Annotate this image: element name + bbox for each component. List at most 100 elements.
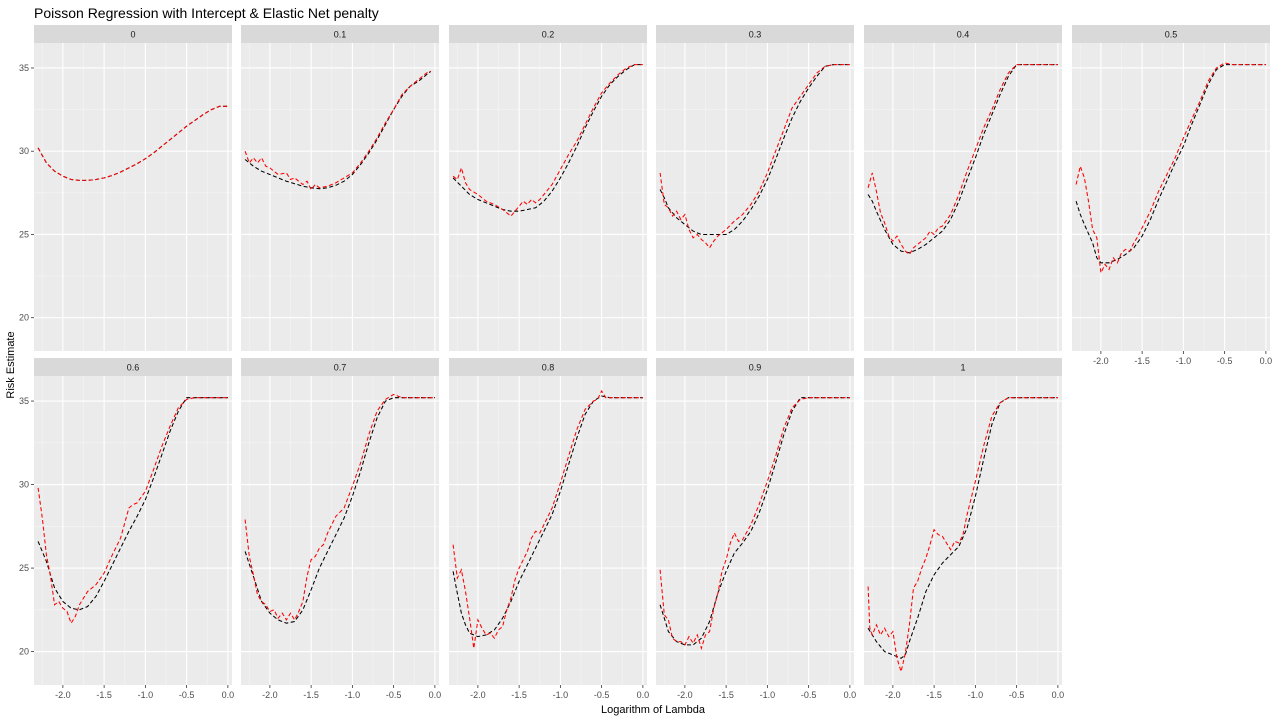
facet-strip bbox=[864, 358, 1062, 376]
facet-strip bbox=[1072, 25, 1270, 43]
series-line-black bbox=[659, 64, 850, 236]
facet-panel-1: 1 -2.0 -1.5 -1.0 -0.5 0.0 bbox=[864, 358, 1064, 700]
series-line-red bbox=[244, 393, 435, 621]
panel-background bbox=[449, 43, 647, 351]
panel-background bbox=[34, 43, 232, 351]
panel-background bbox=[34, 376, 232, 685]
series-line-red bbox=[452, 64, 643, 217]
x-tick-label: -1.0 bbox=[138, 690, 154, 700]
chart-title: Poisson Regression with Intercept & Elas… bbox=[34, 5, 379, 21]
y-tick-label: 30 bbox=[19, 146, 29, 156]
facet-panel-0.3: 0.3 bbox=[656, 25, 854, 351]
x-tick-label: -2.0 bbox=[55, 690, 71, 700]
x-tick-label: -0.5 bbox=[1217, 356, 1233, 366]
series-line-black bbox=[37, 397, 228, 611]
series-line-black bbox=[1075, 64, 1266, 264]
series-line-red bbox=[1075, 62, 1266, 275]
facet-panels: 0 20 25 30 35 0.1 0.2 0.3 0.4 0.5 -2.0 -1.5 -1.0 -0.5… bbox=[19, 25, 1272, 700]
series-line-red bbox=[37, 105, 228, 181]
facet-strip bbox=[241, 358, 439, 376]
facet-strip-label: 0 bbox=[130, 30, 135, 40]
facet-strip bbox=[34, 358, 232, 376]
facet-strip-label: 0.4 bbox=[957, 30, 970, 40]
x-tick-label: -1.5 bbox=[1134, 356, 1150, 366]
panel-background bbox=[864, 43, 1062, 351]
facet-strip bbox=[864, 25, 1062, 43]
facet-panel-0: 0 20 25 30 35 bbox=[19, 25, 232, 351]
x-tick-label: -1.5 bbox=[96, 690, 112, 700]
facet-strip bbox=[656, 25, 854, 43]
y-axis-title: Risk Estimate bbox=[5, 331, 17, 398]
facet-panel-0.2: 0.2 bbox=[449, 25, 647, 351]
y-tick-label: 25 bbox=[19, 563, 29, 573]
facet-panel-0.1: 0.1 bbox=[241, 25, 439, 351]
x-tick-label: -1.5 bbox=[511, 690, 527, 700]
x-tick-label: -0.5 bbox=[179, 690, 195, 700]
facet-strip bbox=[656, 358, 854, 376]
panel-background bbox=[449, 376, 647, 685]
x-tick-label: -1.0 bbox=[553, 690, 569, 700]
x-tick-label: -1.0 bbox=[1176, 356, 1192, 366]
x-tick-label: 0.0 bbox=[222, 690, 235, 700]
x-tick-label: 0.0 bbox=[1052, 690, 1065, 700]
series-line-red bbox=[867, 64, 1058, 256]
facet-strip-label: 0.3 bbox=[749, 30, 762, 40]
facet-strip-label: 0.6 bbox=[127, 363, 140, 373]
y-tick-label: 35 bbox=[19, 63, 29, 73]
facet-strip-label: 0.2 bbox=[542, 30, 555, 40]
x-tick-label: 0.0 bbox=[1260, 356, 1273, 366]
facet-strip-label: 0.5 bbox=[1165, 30, 1178, 40]
x-tick-label: 0.0 bbox=[844, 690, 857, 700]
y-tick-label: 35 bbox=[19, 396, 29, 406]
series-line-red bbox=[37, 397, 228, 625]
x-tick-label: -0.5 bbox=[386, 690, 402, 700]
y-tick-label: 20 bbox=[19, 313, 29, 323]
x-tick-label: -1.0 bbox=[968, 690, 984, 700]
facet-panel-0.6: 0.6 20 25 30 35 -2.0 -1.5 -1.0 -0.5 0.0 bbox=[19, 358, 234, 700]
facet-strip bbox=[34, 25, 232, 43]
x-tick-label: -1.0 bbox=[345, 690, 361, 700]
x-tick-label: -2.0 bbox=[885, 690, 901, 700]
x-tick-label: -2.0 bbox=[470, 690, 486, 700]
facet-strip-label: 0.1 bbox=[334, 30, 347, 40]
panel-background bbox=[656, 376, 854, 685]
facet-panel-0.7: 0.7 -2.0 -1.5 -1.0 -0.5 0.0 bbox=[241, 358, 441, 700]
series-line-red bbox=[867, 397, 1058, 674]
facet-strip-label: 0.8 bbox=[542, 363, 555, 373]
panel-background bbox=[864, 376, 1062, 685]
x-tick-label: -1.5 bbox=[718, 690, 734, 700]
facet-strip-label: 1 bbox=[960, 363, 965, 373]
facet-panel-0.4: 0.4 bbox=[864, 25, 1062, 351]
series-line-red bbox=[452, 389, 643, 649]
x-tick-label: -2.0 bbox=[1093, 356, 1109, 366]
facet-strip-label: 0.7 bbox=[334, 363, 347, 373]
panel-background bbox=[1072, 43, 1270, 351]
panel-background bbox=[241, 376, 439, 685]
x-tick-label: -1.5 bbox=[303, 690, 319, 700]
x-tick-label: -0.5 bbox=[1009, 690, 1025, 700]
facet-strip bbox=[449, 358, 647, 376]
series-line-red bbox=[659, 397, 850, 651]
y-tick-label: 30 bbox=[19, 480, 29, 490]
x-tick-label: -0.5 bbox=[801, 690, 817, 700]
x-tick-label: 0.0 bbox=[429, 690, 442, 700]
panel-background bbox=[241, 43, 439, 351]
x-axis-title: Logarithm of Lambda bbox=[601, 704, 706, 716]
x-tick-label: -1.0 bbox=[760, 690, 776, 700]
facet-panel-0.9: 0.9 -2.0 -1.5 -1.0 -0.5 0.0 bbox=[656, 358, 856, 700]
facet-strip-label: 0.9 bbox=[749, 363, 762, 373]
series-line-red bbox=[244, 70, 431, 191]
x-tick-label: -1.5 bbox=[926, 690, 942, 700]
series-line-red bbox=[659, 64, 850, 249]
facet-panel-0.5: 0.5 -2.0 -1.5 -1.0 -0.5 0.0 bbox=[1072, 25, 1272, 366]
x-tick-label: -2.0 bbox=[262, 690, 278, 700]
x-tick-label: -2.0 bbox=[677, 690, 693, 700]
series-line-black bbox=[452, 64, 643, 212]
x-tick-label: 0.0 bbox=[637, 690, 650, 700]
facet-strip bbox=[241, 25, 439, 43]
facet-panel-0.8: 0.8 -2.0 -1.5 -1.0 -0.5 0.0 bbox=[449, 358, 649, 700]
y-tick-label: 20 bbox=[19, 647, 29, 657]
facet-strip bbox=[449, 25, 647, 43]
x-tick-label: -0.5 bbox=[594, 690, 610, 700]
